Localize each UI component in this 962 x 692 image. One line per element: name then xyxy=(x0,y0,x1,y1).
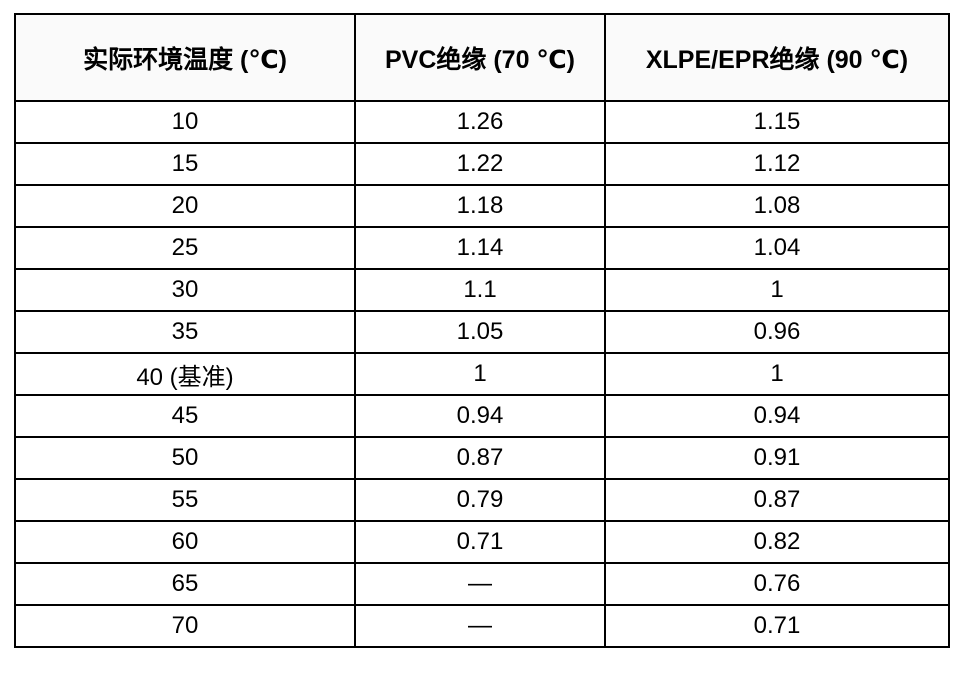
table-cell: 1.1 xyxy=(354,268,606,312)
table-cell: 1.14 xyxy=(354,226,606,270)
table-cell: 1.22 xyxy=(354,142,606,186)
table-cell: 65 xyxy=(14,562,356,606)
table-row: 45 0.94 0.94 xyxy=(14,394,950,438)
table-cell: 50 xyxy=(14,436,356,480)
table-cell: 0.79 xyxy=(354,478,606,522)
table-row: 35 1.05 0.96 xyxy=(14,310,950,354)
table-cell: 55 xyxy=(14,478,356,522)
table-row: 25 1.14 1.04 xyxy=(14,226,950,270)
table-cell: 0.87 xyxy=(604,478,950,522)
table-row: 15 1.22 1.12 xyxy=(14,142,950,186)
table-cell: 0.87 xyxy=(354,436,606,480)
header-row: 实际环境温度 (℃) PVC绝缘 (70 ℃) XLPE/EPR绝缘 (90 ℃… xyxy=(14,13,950,102)
table-header: 实际环境温度 (℃) PVC绝缘 (70 ℃) XLPE/EPR绝缘 (90 ℃… xyxy=(14,13,950,102)
table-cell: 70 xyxy=(14,604,356,648)
table-cell: 1.26 xyxy=(354,100,606,144)
table-cell: 1 xyxy=(604,352,950,396)
table-cell: 0.91 xyxy=(604,436,950,480)
table-cell: 60 xyxy=(14,520,356,564)
table-cell: 0.76 xyxy=(604,562,950,606)
table-cell: 0.71 xyxy=(604,604,950,648)
table-cell: — xyxy=(354,562,606,606)
table-cell: 0.94 xyxy=(604,394,950,438)
table-row: 10 1.26 1.15 xyxy=(14,100,950,144)
column-header-ambient-temperature: 实际环境温度 (℃) xyxy=(14,13,356,102)
table-row: 30 1.1 1 xyxy=(14,268,950,312)
table-row: 20 1.18 1.08 xyxy=(14,184,950,228)
table-cell: 30 xyxy=(14,268,356,312)
table-row: 60 0.71 0.82 xyxy=(14,520,950,564)
table-cell: 1.15 xyxy=(604,100,950,144)
table-row: 65—0.76 xyxy=(14,562,950,606)
table-cell: 0.94 xyxy=(354,394,606,438)
table-cell: 15 xyxy=(14,142,356,186)
table-cell: 40 (基准) xyxy=(14,352,356,396)
table-cell: 25 xyxy=(14,226,356,270)
temperature-correction-table: 实际环境温度 (℃) PVC绝缘 (70 ℃) XLPE/EPR绝缘 (90 ℃… xyxy=(14,13,950,648)
table-row: 70—0.71 xyxy=(14,604,950,648)
table-cell: 35 xyxy=(14,310,356,354)
table-body: 10 1.26 1.15 15 1.22 1.12 20 1.18 1.08 25 1.14 1.04… xyxy=(14,100,950,648)
table-cell: — xyxy=(354,604,606,648)
table-cell: 20 xyxy=(14,184,356,228)
table-cell: 45 xyxy=(14,394,356,438)
table-row: 55 0.79 0.87 xyxy=(14,478,950,522)
table-cell: 0.71 xyxy=(354,520,606,564)
table-cell: 0.82 xyxy=(604,520,950,564)
table-cell: 1.08 xyxy=(604,184,950,228)
table-cell: 1 xyxy=(604,268,950,312)
table-cell: 1 xyxy=(354,352,606,396)
column-header-xlpe-epr-insulation: XLPE/EPR绝缘 (90 ℃) xyxy=(604,13,950,102)
table-cell: 1.05 xyxy=(354,310,606,354)
table-cell: 1.18 xyxy=(354,184,606,228)
table-row: 40 (基准) 1 1 xyxy=(14,352,950,396)
table-row: 50 0.87 0.91 xyxy=(14,436,950,480)
table-cell: 1.04 xyxy=(604,226,950,270)
table-cell: 1.12 xyxy=(604,142,950,186)
column-header-pvc-insulation: PVC绝缘 (70 ℃) xyxy=(354,13,606,102)
table-cell: 10 xyxy=(14,100,356,144)
table-cell: 0.96 xyxy=(604,310,950,354)
